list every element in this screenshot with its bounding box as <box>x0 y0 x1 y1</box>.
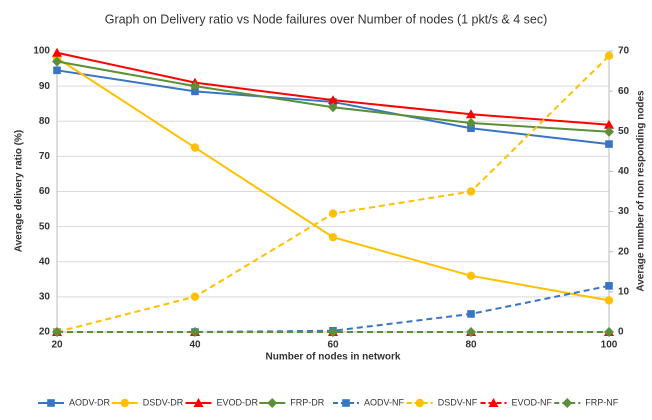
legend-label: AODV-DR <box>69 397 111 407</box>
data-point <box>604 296 614 305</box>
y2-tick-label: 50 <box>618 126 630 137</box>
data-point <box>190 143 200 152</box>
data-point <box>466 271 476 280</box>
y-tick-label: 40 <box>39 256 51 267</box>
data-point <box>604 327 614 337</box>
y2-tick-label: 60 <box>618 86 630 97</box>
y-tick-label: 70 <box>39 151 51 162</box>
data-point <box>466 118 476 129</box>
data-point <box>190 292 200 301</box>
legend-marker <box>342 399 350 407</box>
chart-title: Graph on Delivery ratio vs Node failures… <box>105 12 548 26</box>
legend-marker <box>267 398 278 408</box>
legend-marker <box>193 398 204 407</box>
y-tick-label: 30 <box>39 292 51 303</box>
y-tick-label: 50 <box>39 221 51 232</box>
y-tick-label: 20 <box>39 327 51 338</box>
data-point <box>328 327 338 337</box>
data-point <box>604 119 614 129</box>
legend-marker <box>562 398 573 408</box>
data-point <box>605 282 613 290</box>
series-line <box>56 57 610 302</box>
data-point <box>466 187 476 196</box>
y2-tick-label: 40 <box>618 166 630 177</box>
data-point <box>328 102 338 113</box>
data-point <box>191 87 199 96</box>
data-point <box>467 310 475 318</box>
x-tick-label: 100 <box>601 340 618 351</box>
data-point <box>52 327 62 337</box>
data-point <box>190 81 200 92</box>
legend-marker <box>47 399 55 407</box>
x-tick-label: 40 <box>189 340 201 351</box>
y2-tick-label: 30 <box>618 206 630 217</box>
data-point <box>328 232 338 242</box>
data-point <box>328 95 338 105</box>
data-point <box>328 209 338 218</box>
legend-label: AODV-NF <box>364 397 405 407</box>
legend-marker <box>120 398 129 408</box>
y2-axis-label: Average number of non responding nodes <box>636 90 647 292</box>
data-point <box>466 327 476 337</box>
data-point <box>466 109 476 119</box>
y-tick-label: 80 <box>39 116 51 127</box>
data-point <box>605 140 613 148</box>
legend-label: EVOD-NF <box>512 397 553 407</box>
legend-label: FRP-DR <box>290 397 324 407</box>
x-axis-label: Number of nodes in network <box>265 352 400 363</box>
series-line <box>56 51 610 126</box>
y2-tick-label: 70 <box>618 46 630 57</box>
x-tick-label: 20 <box>51 340 63 351</box>
y-tick-label: 90 <box>39 81 51 92</box>
legend-marker <box>488 398 499 407</box>
data-point <box>467 124 475 133</box>
series-line <box>57 284 610 333</box>
legend-marker <box>415 398 424 408</box>
legend-label: FRP-NF <box>585 397 618 407</box>
data-point <box>604 126 614 137</box>
x-tick-label: 80 <box>465 340 477 351</box>
x-tick-label: 60 <box>327 340 339 351</box>
legend-label: EVOD-DR <box>217 397 259 407</box>
legend-label: DSDV-NF <box>438 397 478 407</box>
y-tick-label: 100 <box>33 46 50 57</box>
data-point <box>52 56 62 67</box>
y-tick-label: 60 <box>39 186 51 197</box>
legend-label: DSDV-DR <box>143 397 184 407</box>
y2-tick-label: 10 <box>618 286 630 297</box>
data-point <box>52 47 62 57</box>
data-point <box>604 51 614 61</box>
data-point <box>53 66 61 75</box>
y2-tick-label: 0 <box>618 327 624 338</box>
y2-tick-label: 20 <box>618 246 630 257</box>
y-axis-label: Average delivery ratio (%) <box>14 130 25 252</box>
data-point <box>190 327 200 337</box>
